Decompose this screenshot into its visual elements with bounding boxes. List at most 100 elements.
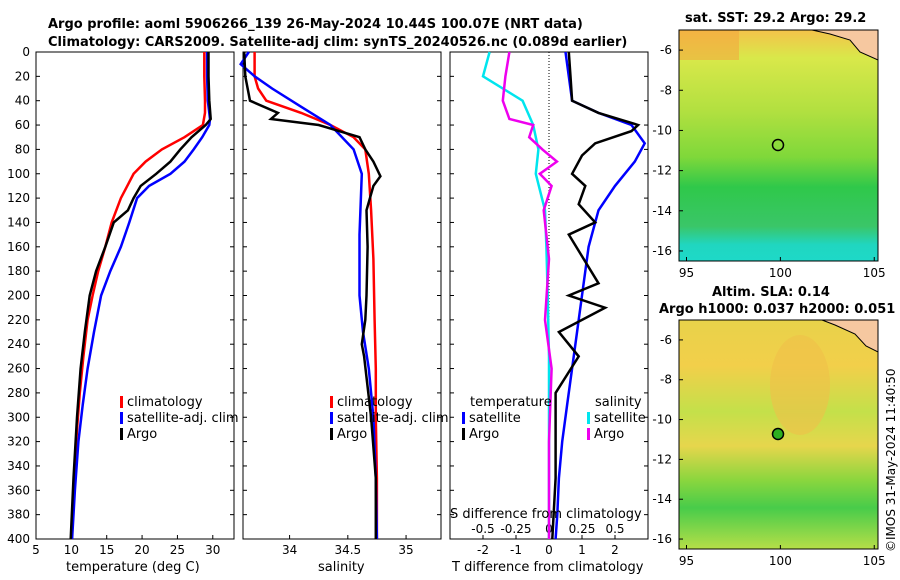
depth-tick-label: 120: [7, 191, 30, 205]
salinity-lines: [239, 51, 382, 540]
legend-salinity-header: salinity: [595, 395, 642, 410]
legend-swatch-satellite: [120, 412, 123, 424]
depth-tick-label: 0: [22, 45, 30, 59]
map-lat-tick-label: -14: [652, 204, 672, 218]
temperature-series-climatology: [70, 52, 207, 540]
depth-tick-label: 140: [7, 215, 30, 229]
map-lat-tick-label: -10: [652, 123, 672, 137]
temperature-legend: climatology satellite-adj. clim Argo: [120, 395, 239, 442]
legend-swatch-argo: [330, 428, 333, 440]
map-lon-tick-label: 105: [863, 266, 886, 280]
x-tick-label: 10: [64, 543, 79, 557]
depth-tick-labels: 0 20 40 60 80 100 120 140 160 180 200 220 240 260 280 3…: [7, 45, 648, 546]
salinity-series-argo: [242, 51, 382, 539]
depth-tick-label: 260: [7, 362, 30, 376]
difference-series-sargo: [501, 51, 559, 539]
map-lat-tick-label: -6: [660, 333, 672, 347]
sla-map-title1: Altim. SLA: 0.14: [712, 285, 830, 300]
salinity-legend: climatology satellite-adj. clim Argo: [330, 395, 449, 442]
x-tick-label: 25: [170, 543, 185, 557]
map-lat-tick-label: -6: [660, 43, 672, 57]
salinity-xlabel: salinity: [318, 560, 365, 575]
map-lon-tick-label: 95: [679, 554, 694, 568]
s-tick-label: 0.5: [605, 522, 624, 536]
map-lon-tick-label: 100: [769, 554, 792, 568]
legend-temperature-header: temperature: [470, 395, 552, 410]
legend-s-argo: Argo: [594, 427, 624, 442]
depth-tick-label: 160: [7, 240, 30, 254]
legend-argo: Argo: [127, 427, 157, 442]
map-lat-tick-label: -10: [652, 413, 672, 427]
s-tick-label: -0.5: [471, 522, 494, 536]
x-tick-label: 35: [398, 543, 413, 557]
x-tick-label: 34: [282, 543, 297, 557]
sla-map-frame: [678, 319, 879, 550]
sst-lat-ticks: -6 -8 -10 -12 -14 -16: [652, 43, 683, 258]
legend-swatch-s-satellite: [587, 412, 590, 424]
salinity-series-climatology: [253, 52, 379, 539]
sla-argo-marker: [771, 427, 785, 441]
depth-tick-label: 400: [7, 532, 30, 546]
sla-map: Altim. SLA: 0.14 Argo h1000: 0.037 h2000…: [652, 285, 895, 568]
chart-title-line1: Argo profile: aoml 5906266_139 26-May-20…: [48, 17, 583, 32]
chart-title-line2: Climatology: CARS2009. Satellite-adj cli…: [48, 35, 627, 50]
t-difference-xlabel: T difference from climatology: [451, 560, 644, 575]
sst-argo-marker: [771, 138, 785, 152]
s-tick-label: 0.25: [569, 522, 596, 536]
x-tick-label: 15: [99, 543, 114, 557]
legend-t-satellite: satellite: [469, 411, 521, 426]
legend-swatch-argo: [120, 428, 123, 440]
depth-tick-label: 380: [7, 508, 30, 522]
x-tick-label: 5: [32, 543, 40, 557]
legend-satellite: satellite-adj. clim: [127, 411, 239, 426]
map-lon-tick-label: 95: [679, 266, 694, 280]
s-difference-xlabel: S difference from climatology: [450, 507, 642, 522]
temperature-xlabel: temperature (deg C): [66, 560, 200, 575]
difference-panel: -2 -1 0 1 2 -0.5 -0.25 0 0.25 0.5 S difference f…: [449, 51, 649, 575]
temperature-tick-labels: 5 10 15 20 25 30: [32, 535, 220, 557]
map-lat-tick-label: -12: [652, 452, 672, 466]
s-difference-tick-labels: -0.5 -0.25 0 0.25 0.5: [471, 522, 624, 536]
depth-tick-label: 100: [7, 167, 30, 181]
sst-map: sat. SST: 29.2 Argo: 29.2 -6-8-10-12-14-…: [652, 11, 885, 280]
map-lat-tick-label: -16: [652, 532, 672, 546]
legend-climatology: climatology: [337, 395, 413, 410]
legend-swatch-climatology: [330, 396, 333, 408]
sst-map-field: [679, 30, 878, 261]
depth-tick-label: 340: [7, 459, 30, 473]
depth-tick-label: 280: [7, 386, 30, 400]
legend-swatch-s-argo: [587, 428, 590, 440]
legend-argo: Argo: [337, 427, 367, 442]
difference-lines: [481, 51, 647, 540]
legend-swatch-t-satellite: [462, 412, 465, 424]
x-tick-label: -1: [510, 543, 522, 557]
depth-tick-label: 240: [7, 337, 30, 351]
legend-t-argo: Argo: [469, 427, 499, 442]
temperature-series-argo: [69, 52, 212, 540]
x-tick-label: 20: [134, 543, 149, 557]
x-tick-label: 30: [205, 543, 220, 557]
legend-s-satellite: satellite: [594, 411, 646, 426]
sst-map-frame: [678, 29, 879, 262]
difference-series-targo: [551, 51, 641, 540]
map-lat-tick-label: -8: [660, 83, 672, 97]
sst-warm-patch: [679, 30, 739, 60]
legend-climatology: climatology: [127, 395, 203, 410]
depth-tick-label: 180: [7, 264, 30, 278]
depth-tick-label: 220: [7, 313, 30, 327]
salinity-panel: 34 34.5 35 salinity climatology satellite-…: [239, 51, 449, 575]
legend-swatch-climatology: [120, 396, 123, 408]
sst-lon-ticks: 95 100 105: [679, 257, 886, 280]
depth-tick-label: 40: [15, 94, 30, 108]
depth-tick-label: 320: [7, 435, 30, 449]
sla-map-title2: Argo h1000: 0.037 h2000: 0.051: [659, 302, 895, 317]
sst-map-title: sat. SST: 29.2 Argo: 29.2: [685, 11, 866, 26]
legend-swatch-t-argo: [462, 428, 465, 440]
legend-swatch-satellite: [330, 412, 333, 424]
depth-tick-label: 300: [7, 410, 30, 424]
sla-lat-ticks: -6 -8 -10 -12 -14 -16: [652, 333, 683, 546]
sla-high-patch: [770, 335, 830, 435]
salinity-axes: [242, 51, 442, 540]
x-tick-label: 0: [545, 543, 553, 557]
